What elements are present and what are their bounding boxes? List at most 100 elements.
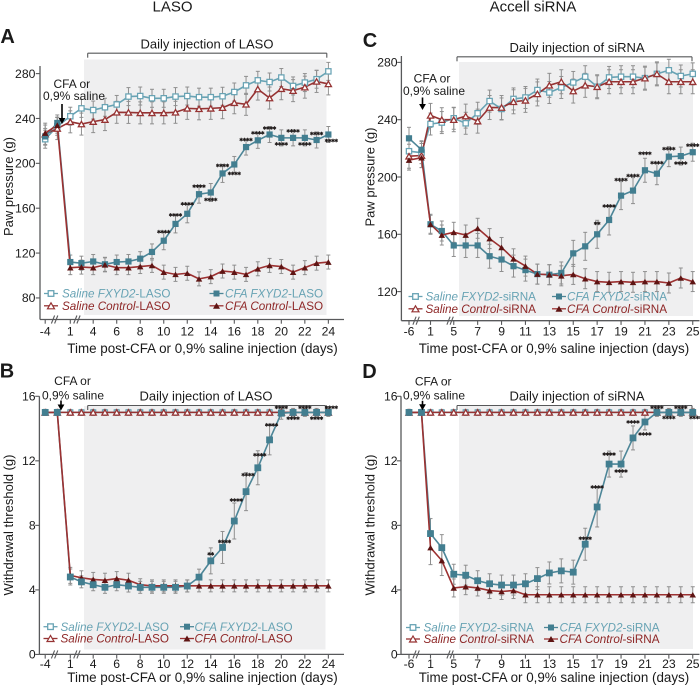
svg-text:Paw pressure (g): Paw pressure (g): [1, 137, 16, 236]
svg-text:Saline FXYD2-LASO: Saline FXYD2-LASO: [61, 621, 170, 634]
svg-text:Saline FXYD2-LASO: Saline FXYD2-LASO: [62, 288, 171, 301]
svg-text:8: 8: [391, 519, 398, 533]
svg-text:B: B: [0, 361, 14, 383]
svg-text:160: 160: [377, 228, 398, 242]
svg-text:16: 16: [228, 324, 242, 338]
svg-text:200: 200: [377, 170, 398, 184]
svg-text:240: 240: [15, 112, 36, 126]
svg-text:Daily injection of siRNA: Daily injection of siRNA: [509, 389, 644, 404]
svg-text:12: 12: [181, 324, 195, 338]
svg-text:22: 22: [298, 657, 312, 671]
svg-text:160: 160: [15, 202, 36, 216]
svg-text:Time post-CFA or 0,9% saline i: Time post-CFA or 0,9% saline injection (…: [419, 341, 689, 356]
svg-text:14: 14: [204, 324, 218, 338]
svg-text:-4: -4: [40, 324, 51, 338]
svg-text:8: 8: [29, 519, 36, 533]
svg-text:CFA or: CFA or: [53, 77, 90, 91]
svg-text:20: 20: [275, 657, 289, 671]
svg-text:13: 13: [543, 657, 557, 671]
svg-text:17: 17: [590, 657, 604, 671]
svg-text:Saline Control-LASO: Saline Control-LASO: [61, 633, 170, 646]
svg-text:13: 13: [543, 324, 557, 338]
svg-text:25: 25: [686, 324, 700, 338]
svg-text:80: 80: [22, 291, 36, 305]
svg-text:0: 0: [391, 648, 398, 662]
svg-text:CFA Control-LASO: CFA Control-LASO: [195, 633, 293, 646]
svg-text:1: 1: [427, 657, 434, 671]
svg-text:240: 240: [377, 113, 398, 127]
svg-text:280: 280: [15, 67, 36, 81]
svg-text:Daily injection of LASO: Daily injection of LASO: [141, 36, 274, 51]
svg-text:1: 1: [427, 324, 434, 338]
svg-text:Saline Control-LASO: Saline Control-LASO: [62, 300, 171, 313]
svg-text:C: C: [363, 30, 377, 52]
svg-text:8: 8: [137, 324, 144, 338]
svg-text:4: 4: [90, 324, 97, 338]
svg-text:19: 19: [614, 324, 628, 338]
svg-text:12: 12: [181, 657, 195, 671]
svg-text:0,9% saline: 0,9% saline: [403, 389, 465, 403]
svg-text:21: 21: [638, 324, 652, 338]
svg-text:Daily injection of siRNA: Daily injection of siRNA: [509, 40, 644, 55]
svg-text:A: A: [0, 26, 14, 48]
svg-text:9: 9: [498, 657, 505, 671]
svg-text:16: 16: [228, 657, 242, 671]
svg-text:CFA or: CFA or: [415, 374, 452, 388]
svg-text:16: 16: [384, 390, 398, 404]
svg-text:0,9% saline: 0,9% saline: [43, 89, 105, 103]
svg-text:16: 16: [22, 390, 36, 404]
svg-text:20: 20: [275, 324, 289, 338]
svg-text:18: 18: [251, 324, 265, 338]
svg-text:CFA or: CFA or: [414, 72, 451, 86]
svg-text:280: 280: [377, 56, 398, 70]
svg-text:7: 7: [474, 657, 481, 671]
svg-text:CFA Control-LASO: CFA Control-LASO: [225, 300, 323, 313]
svg-text:23: 23: [662, 657, 676, 671]
svg-text:19: 19: [614, 657, 628, 671]
svg-text:22: 22: [298, 324, 312, 338]
svg-text:18: 18: [251, 657, 265, 671]
svg-text:CFA FXYD2-siRNA: CFA FXYD2-siRNA: [560, 622, 660, 635]
svg-text:200: 200: [15, 157, 36, 171]
svg-text:1: 1: [67, 657, 74, 671]
svg-text:Saline Control-siRNA: Saline Control-siRNA: [426, 303, 537, 316]
svg-text:Paw pressure (g): Paw pressure (g): [363, 128, 378, 227]
svg-text:11: 11: [519, 324, 532, 338]
svg-text:0: 0: [29, 648, 36, 662]
svg-text:CFA FXYD2-LASO: CFA FXYD2-LASO: [195, 621, 293, 634]
svg-text:0,9% saline: 0,9% saline: [403, 84, 465, 98]
svg-text:5: 5: [450, 324, 457, 338]
svg-text:-6: -6: [404, 324, 415, 338]
svg-text:CFA FXYD2-siRNA: CFA FXYD2-siRNA: [567, 291, 667, 304]
svg-text:1: 1: [67, 324, 74, 338]
svg-text:24: 24: [322, 657, 336, 671]
svg-text:14: 14: [204, 657, 218, 671]
svg-text:CFA Control-siRNA: CFA Control-siRNA: [567, 303, 667, 316]
svg-text:Daily injection of LASO: Daily injection of LASO: [140, 389, 273, 404]
svg-text:9: 9: [498, 324, 505, 338]
svg-text:15: 15: [566, 657, 580, 671]
svg-text:21: 21: [638, 657, 652, 671]
svg-text:4: 4: [29, 583, 36, 597]
svg-text:17: 17: [590, 324, 604, 338]
svg-text:7: 7: [474, 324, 481, 338]
svg-text:120: 120: [15, 246, 36, 260]
svg-text:120: 120: [377, 285, 398, 299]
svg-text:6: 6: [113, 657, 120, 671]
svg-text:LASO: LASO: [152, 0, 192, 16]
svg-text:15: 15: [566, 324, 580, 338]
svg-text:-4: -4: [40, 657, 51, 671]
svg-text:Time post-CFA or 0,9% saline i: Time post-CFA or 0,9% saline injection (…: [67, 670, 337, 685]
svg-text:4: 4: [391, 583, 398, 597]
svg-text:Withdrawal threshold (g): Withdrawal threshold (g): [1, 455, 16, 596]
svg-text:Time post-CFA or 0,9% saline i: Time post-CFA or 0,9% saline injection (…: [419, 670, 689, 685]
svg-text:Accell siRNA: Accell siRNA: [490, 0, 577, 16]
svg-text:Saline Control-siRNA: Saline Control-siRNA: [424, 633, 535, 646]
svg-text:10: 10: [157, 324, 171, 338]
svg-text:0,9% saline: 0,9% saline: [42, 388, 104, 402]
svg-text:6: 6: [113, 324, 120, 338]
svg-text:CFA Control-siRNA: CFA Control-siRNA: [560, 633, 660, 646]
svg-text:Time post-CFA or 0,9% saline i: Time post-CFA or 0,9% saline injection (…: [67, 341, 337, 356]
svg-text:11: 11: [519, 657, 532, 671]
svg-text:24: 24: [322, 324, 336, 338]
